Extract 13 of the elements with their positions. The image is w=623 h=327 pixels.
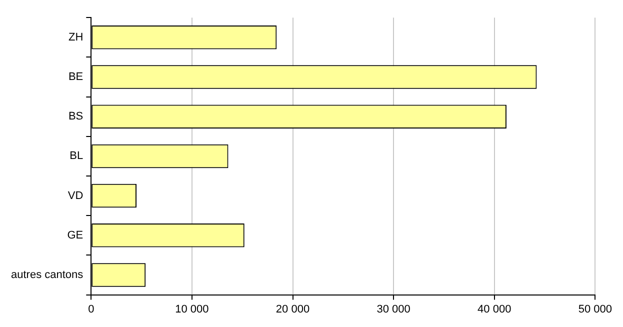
y-tick-label: GE [67, 229, 84, 242]
x-tick-label: 30 000 [376, 303, 410, 316]
y-tick-label: BL [70, 150, 84, 162]
x-tick-label: 40 000 [478, 303, 512, 316]
y-tick-label: VD [68, 190, 84, 202]
y-tick-label: ZH [68, 31, 84, 44]
y-tick-label: BE [68, 71, 84, 84]
x-tick-label: 20 000 [276, 303, 310, 316]
y-tick-label: autres cantons [11, 269, 84, 282]
y-tick-label: BS [68, 110, 84, 123]
x-tick-label: 10 000 [175, 303, 209, 316]
x-tick-label: 0 [88, 303, 94, 316]
x-tick-label: 50 000 [578, 303, 612, 316]
